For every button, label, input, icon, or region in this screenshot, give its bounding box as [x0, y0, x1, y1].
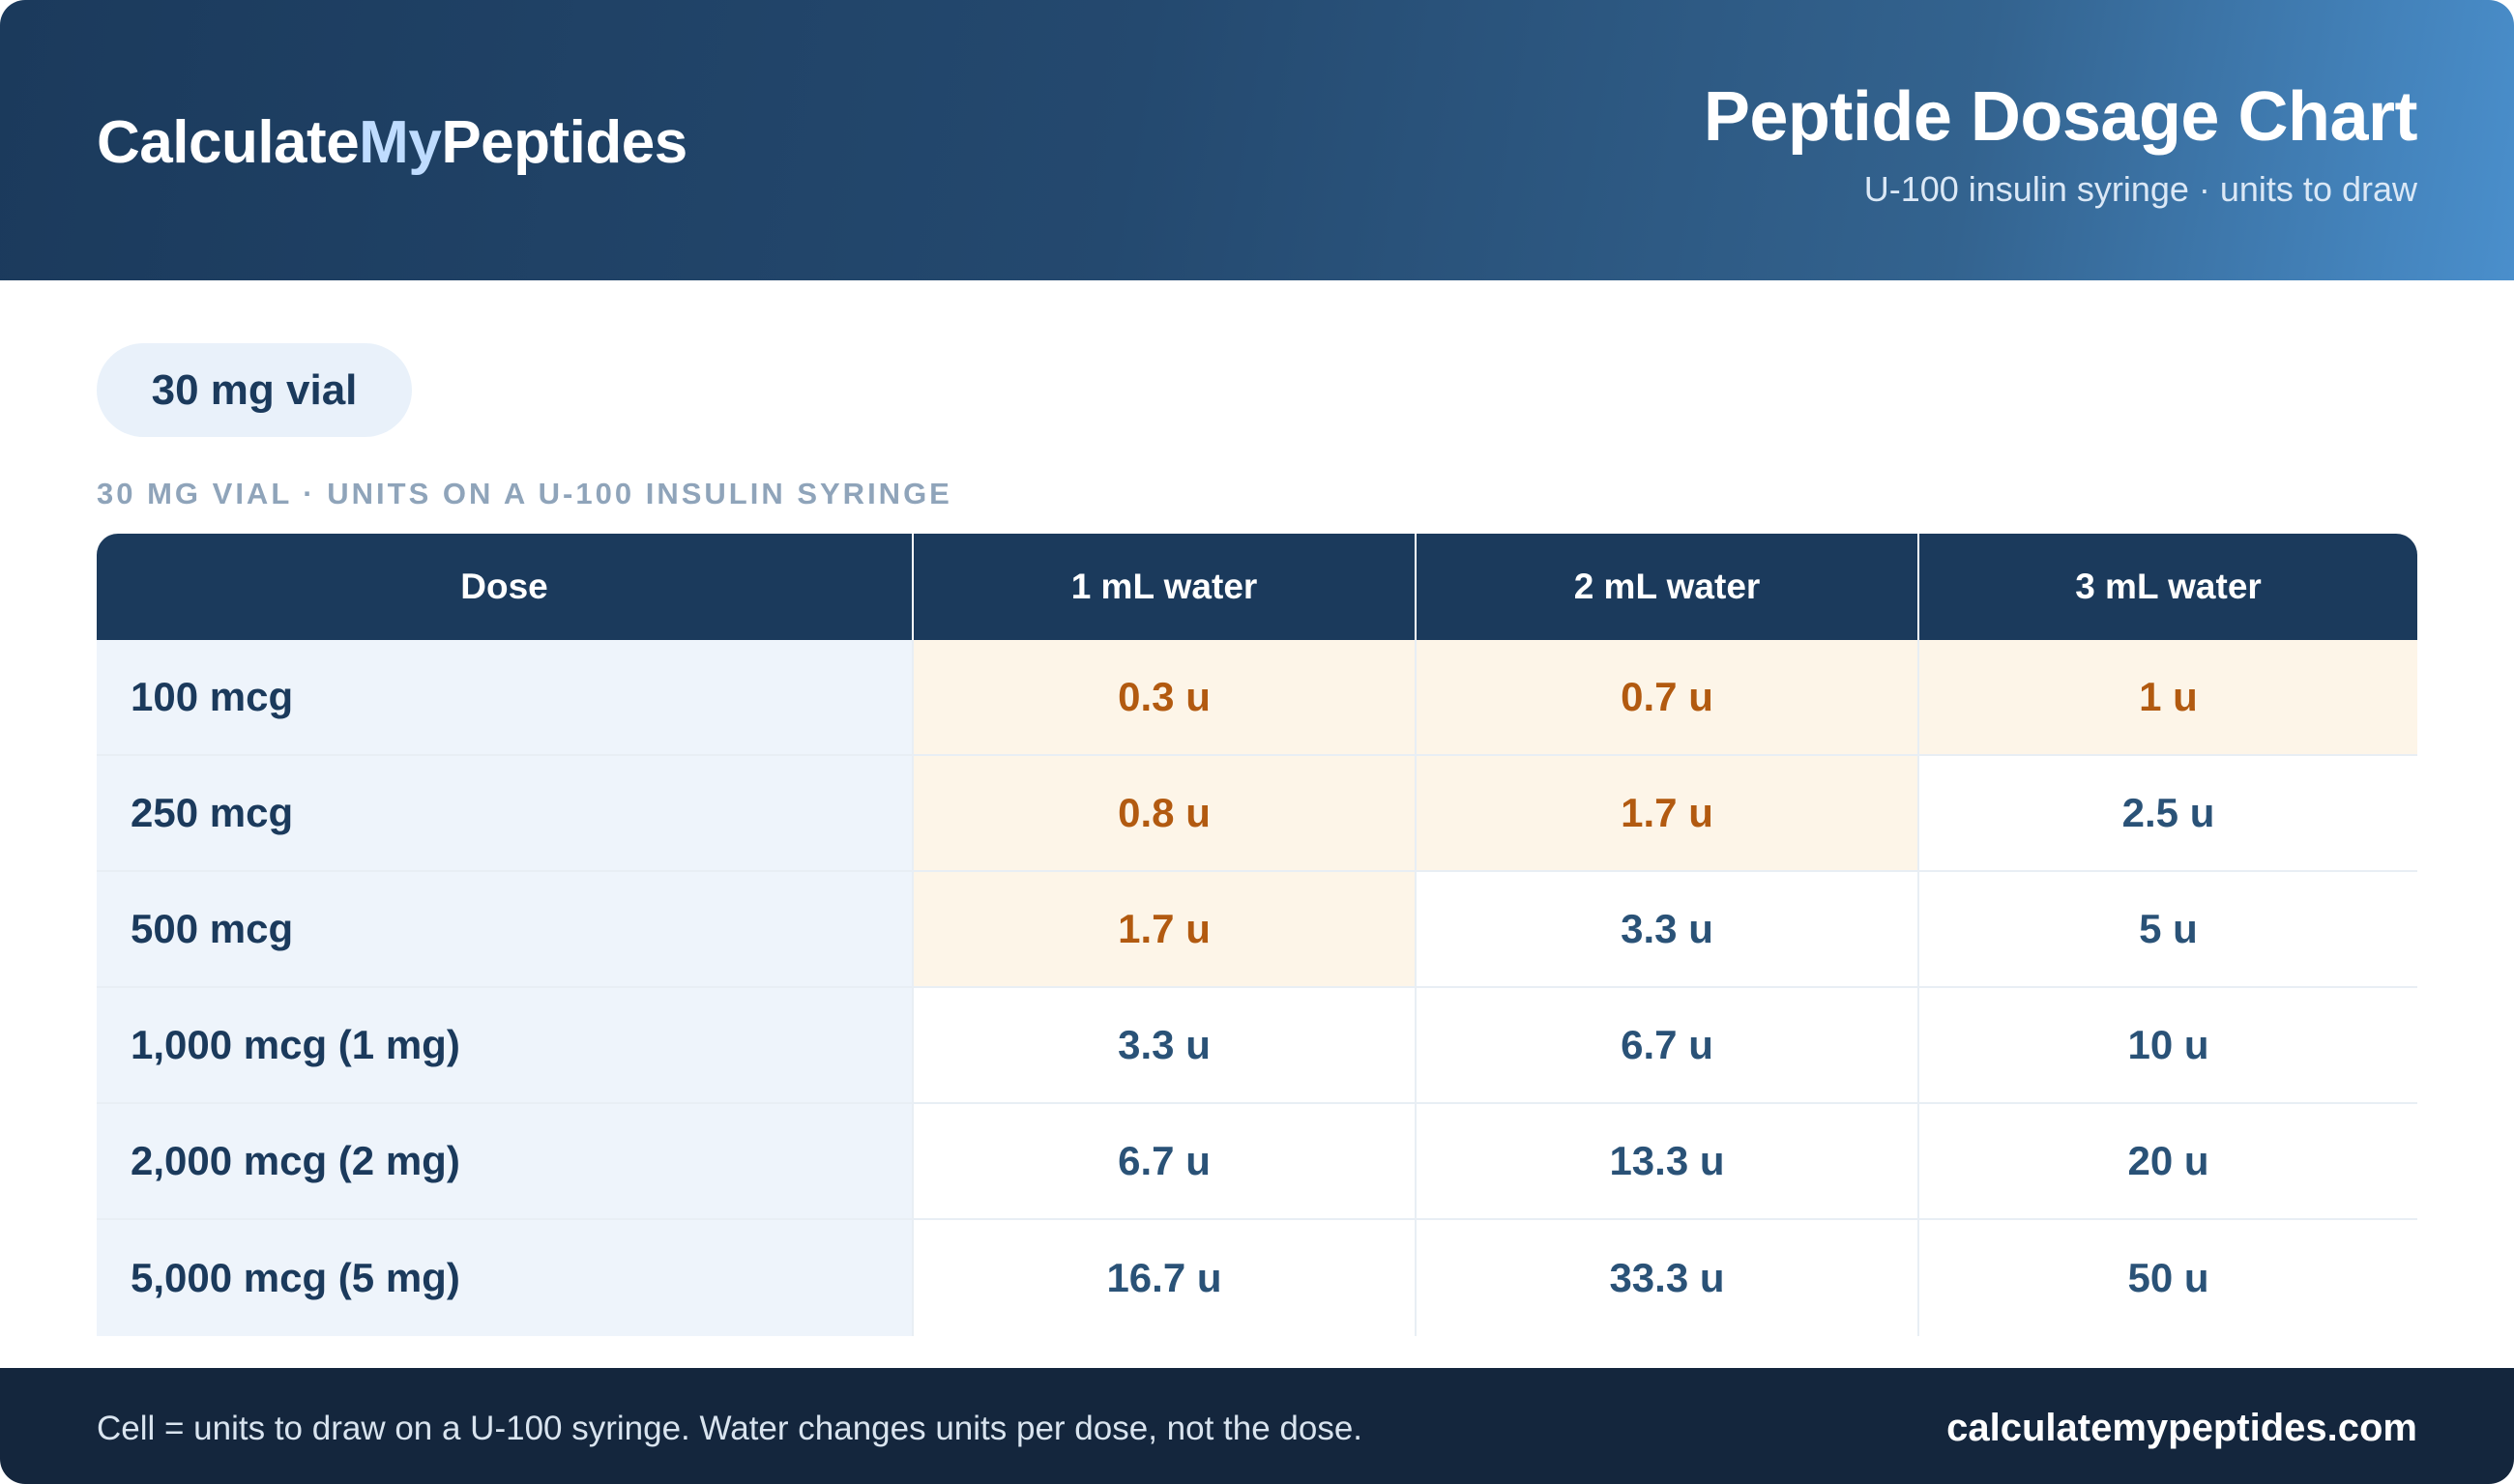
- table-row: 2,000 mcg (2 mg) 6.7 u 13.3 u 20 u: [97, 1104, 2417, 1220]
- units-cell: 3.3 u: [1415, 872, 1917, 986]
- brand-logo: CalculateMyPeptides: [97, 108, 687, 177]
- table-header-row: Dose 1 mL water 2 mL water 3 mL water: [97, 534, 2417, 640]
- units-cell: 6.7 u: [1415, 988, 1917, 1102]
- page-title: Peptide Dosage Chart: [1703, 78, 2418, 156]
- vial-size-pill: 30 mg vial: [97, 343, 412, 437]
- brand-part-my: My: [359, 109, 442, 176]
- brand-part-peptides: Peptides: [441, 109, 687, 176]
- table-caption: 30 MG VIAL · UNITS ON A U-100 INSULIN SY…: [97, 477, 952, 510]
- page-subtitle: U-100 insulin syringe · units to draw: [1863, 169, 2417, 209]
- header-banner: CalculateMyPeptides Peptide Dosage Chart…: [0, 0, 2514, 280]
- units-cell: 33.3 u: [1415, 1220, 1917, 1336]
- table-row: 250 mcg 0.8 u 1.7 u 2.5 u: [97, 756, 2417, 872]
- units-cell: 13.3 u: [1415, 1104, 1917, 1218]
- header-dose: Dose: [460, 567, 548, 606]
- units-cell: 1.7 u: [912, 872, 1415, 986]
- units-cell: 5 u: [1917, 872, 2417, 986]
- units-cell: 16.7 u: [912, 1220, 1415, 1336]
- units-cell: 1.7 u: [1415, 756, 1917, 870]
- footer-bar: Cell = units to draw on a U-100 syringe.…: [0, 1368, 2514, 1484]
- dose-cell: 2,000 mcg (2 mg): [97, 1104, 912, 1218]
- units-cell: 6.7 u: [912, 1104, 1415, 1218]
- units-cell: 0.3 u: [912, 640, 1415, 754]
- footer-note: Cell = units to draw on a U-100 syringe.…: [97, 1410, 1363, 1447]
- units-cell: 2.5 u: [1917, 756, 2417, 870]
- header-2ml-water: 2 mL water: [1415, 534, 1917, 640]
- dose-cell: 250 mcg: [97, 756, 912, 870]
- units-cell: 1 u: [1917, 640, 2417, 754]
- units-cell: 0.8 u: [912, 756, 1415, 870]
- dose-cell: 100 mcg: [97, 640, 912, 754]
- units-cell: 20 u: [1917, 1104, 2417, 1218]
- header-1ml-water: 1 mL water: [912, 534, 1415, 640]
- units-cell: 0.7 u: [1415, 640, 1917, 754]
- dose-cell: 1,000 mcg (1 mg): [97, 988, 912, 1102]
- units-cell: 50 u: [1917, 1220, 2417, 1336]
- table-row: 1,000 mcg (1 mg) 3.3 u 6.7 u 10 u: [97, 988, 2417, 1104]
- footer-site-link[interactable]: calculatemypeptides.com: [1946, 1407, 2417, 1449]
- dosage-table: Dose 1 mL water 2 mL water 3 mL water 10…: [97, 534, 2417, 1336]
- brand-part-calculate: Calculate: [97, 109, 360, 176]
- dose-cell: 5,000 mcg (5 mg): [97, 1220, 912, 1336]
- units-cell: 10 u: [1917, 988, 2417, 1102]
- dose-cell: 500 mcg: [97, 872, 912, 986]
- units-cell: 3.3 u: [912, 988, 1415, 1102]
- table-row: 5,000 mcg (5 mg) 16.7 u 33.3 u 50 u: [97, 1220, 2417, 1336]
- header-3ml-water: 3 mL water: [1917, 534, 2417, 640]
